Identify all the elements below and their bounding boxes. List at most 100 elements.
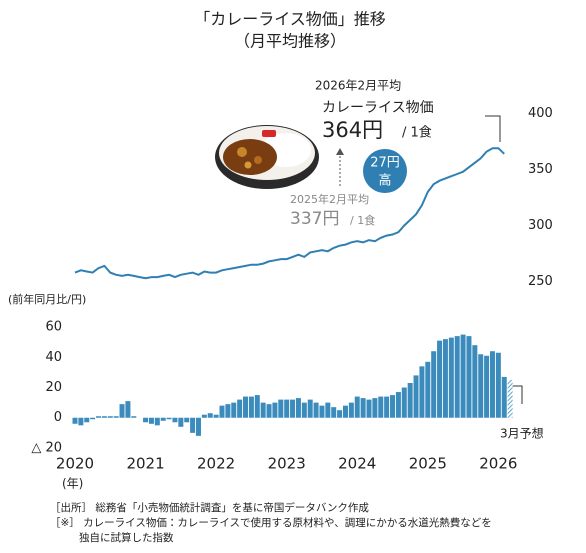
badge-top: 27円 [370, 156, 400, 171]
bar [437, 340, 443, 418]
bar [90, 417, 96, 420]
bar [243, 396, 249, 418]
bar [472, 345, 478, 418]
bar [237, 399, 243, 418]
bar [190, 417, 196, 433]
bar [378, 396, 384, 418]
bar [478, 354, 484, 418]
bar [290, 399, 296, 418]
bar [348, 402, 354, 418]
bar [178, 417, 184, 427]
bar [307, 399, 313, 418]
bar [113, 416, 119, 418]
bar [125, 401, 131, 418]
x-unit: (年) [62, 477, 83, 491]
prior-unit: / 1食 [350, 214, 375, 227]
y-tick-label: 400 [528, 106, 553, 121]
bar [401, 387, 407, 418]
bar [448, 337, 454, 418]
bar [154, 417, 160, 426]
bar [213, 414, 219, 418]
bar [319, 405, 325, 418]
price-line [74, 147, 505, 280]
y-tick-label: 250 [528, 274, 553, 289]
bar [278, 399, 284, 418]
bar [425, 361, 431, 418]
bar [96, 416, 102, 418]
bar [466, 336, 472, 418]
y-tick-label: 40 [45, 350, 62, 365]
bar [107, 416, 113, 418]
bar [342, 405, 348, 418]
latest-name: カレーライス物価 [322, 100, 434, 116]
bar [419, 366, 425, 418]
bar [207, 413, 213, 418]
bar [84, 417, 90, 423]
bar [495, 352, 501, 418]
bracket-forecast [512, 385, 523, 404]
bar [460, 334, 466, 418]
bar [225, 404, 231, 418]
bar [148, 417, 154, 424]
title: 「カレーライス物価」推移 [194, 10, 386, 29]
bar [201, 414, 207, 418]
bar [160, 417, 166, 421]
y-tick-label: 0 [54, 410, 62, 425]
curry-illustration [215, 125, 319, 189]
bar [390, 395, 396, 418]
bar [254, 395, 260, 418]
forecast-label: 3月予想 [500, 426, 544, 441]
latest-unit: / 1食 [402, 126, 432, 141]
x-tick-label: 2022 [197, 455, 235, 473]
prior-period: 2025年2月平均 [290, 192, 369, 206]
bar [172, 417, 178, 423]
subtitle: （月平均推移） [234, 32, 346, 51]
x-tick-label: 2025 [409, 455, 447, 473]
bar [272, 402, 278, 418]
x-tick-label: 2026 [479, 455, 517, 473]
bar [360, 398, 366, 418]
y-tick-label: 60 [45, 320, 62, 335]
y-tick-label: 20 [45, 380, 62, 395]
bar [413, 375, 419, 418]
bar [395, 392, 401, 418]
badge [363, 149, 407, 193]
bar [501, 376, 507, 418]
x-tick-label: 2023 [268, 455, 306, 473]
bar [384, 396, 390, 418]
bar [72, 417, 78, 424]
bar [354, 396, 360, 418]
x-tick-label: 2020 [56, 455, 94, 473]
bar [131, 416, 137, 418]
bar [284, 399, 290, 418]
arrow-head [336, 148, 344, 155]
bar [325, 402, 331, 418]
x-tick-label: 2024 [338, 455, 376, 473]
bar [337, 410, 343, 418]
y-tick-label: 350 [528, 162, 553, 177]
bar [372, 398, 378, 418]
y-tick-label: △ 20 [31, 440, 62, 455]
bar [101, 416, 107, 418]
bar [266, 404, 272, 418]
bar [295, 398, 301, 418]
bar [431, 351, 437, 418]
bar [184, 417, 190, 423]
bar [248, 396, 254, 418]
bar [407, 382, 413, 418]
bar [489, 351, 495, 418]
forecast-bar [507, 379, 513, 418]
bar [366, 399, 372, 418]
bar [78, 417, 84, 426]
bracket-latest [485, 115, 501, 142]
badge-bottom: 高 [378, 173, 391, 189]
bar [484, 355, 490, 418]
bar [231, 402, 237, 418]
y-tick-label: 300 [528, 218, 553, 233]
bar-y-label: (前年同月比/円) [8, 292, 86, 306]
bar [331, 407, 337, 418]
bar [313, 402, 319, 418]
prior-value: 337円 [290, 209, 339, 229]
